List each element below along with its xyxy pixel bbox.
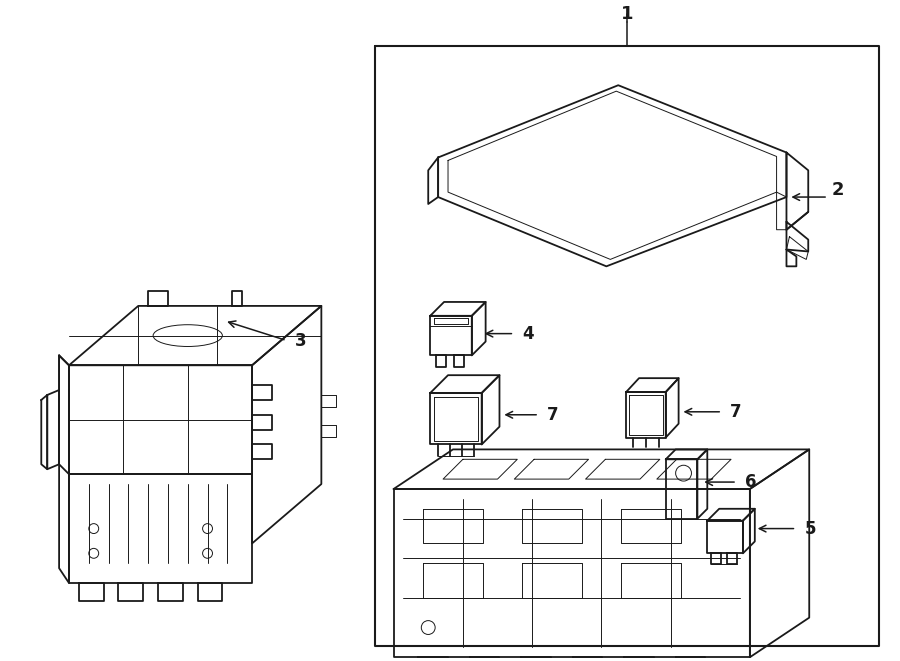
- Text: 7: 7: [547, 406, 559, 424]
- Text: 7: 7: [730, 403, 742, 421]
- Text: 6: 6: [745, 473, 756, 491]
- Text: 2: 2: [832, 181, 844, 199]
- Text: 3: 3: [294, 332, 306, 350]
- Text: 5: 5: [805, 520, 815, 537]
- Text: 4: 4: [522, 325, 534, 342]
- Text: 1: 1: [621, 5, 634, 23]
